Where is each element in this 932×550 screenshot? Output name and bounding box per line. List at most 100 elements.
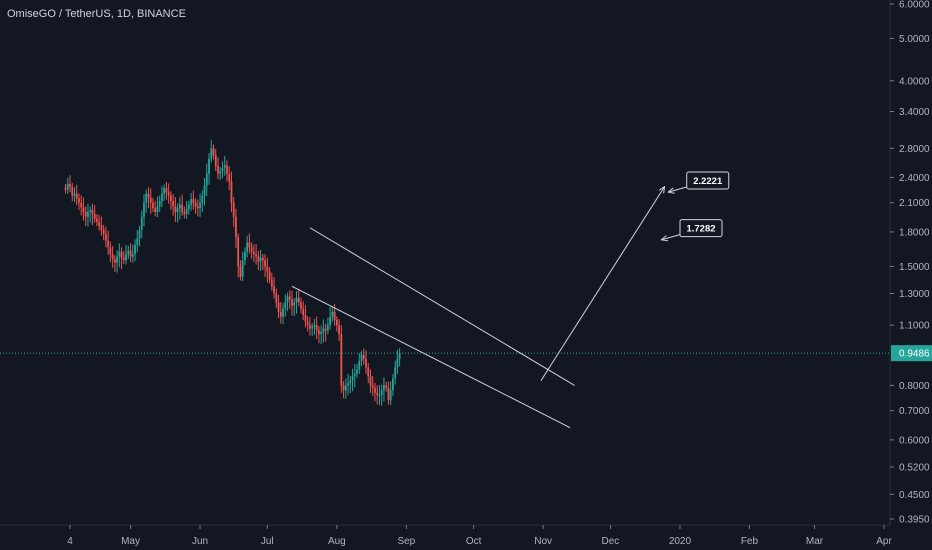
candle-body	[154, 208, 157, 212]
candle-body	[214, 155, 217, 166]
candle-body	[389, 390, 392, 401]
candle-body	[219, 171, 222, 174]
candle-body	[73, 193, 76, 196]
candle-body	[217, 165, 219, 174]
price-label-text: 2.2221	[693, 176, 723, 187]
price-tick-label: 1.5000	[899, 262, 930, 273]
candle-body	[322, 328, 325, 333]
time-tick-label: Oct	[466, 536, 482, 547]
price-tick-label: 4.0000	[899, 76, 930, 87]
candle-body	[223, 165, 226, 169]
candle-body	[279, 311, 282, 317]
candle-body	[125, 254, 127, 261]
candle-body	[378, 395, 381, 397]
candle-body	[293, 302, 296, 306]
candle-body	[64, 187, 67, 190]
time-tick-label: Mar	[806, 536, 824, 547]
candle-body	[248, 242, 251, 248]
candle-body	[392, 378, 394, 391]
candle-body	[107, 240, 110, 248]
candle-body	[387, 387, 390, 401]
candle-body	[91, 210, 94, 214]
candle-body	[235, 216, 237, 238]
price-tick-label: 0.3950	[899, 515, 930, 526]
candle-body	[113, 258, 116, 263]
candle-body	[261, 257, 264, 261]
candle-body	[230, 181, 233, 203]
time-tick-label: Apr	[876, 536, 892, 547]
trendline-channel-upper[interactable]	[309, 227, 575, 386]
candle-body	[315, 325, 318, 331]
candle-body	[136, 238, 139, 245]
drawings: 2.2221 1.7282	[291, 171, 730, 429]
candle-body	[329, 316, 332, 326]
candle-body	[284, 302, 287, 309]
candle-body	[69, 183, 71, 188]
candle-body	[300, 302, 302, 309]
candle-body	[264, 260, 266, 267]
candle-body	[356, 369, 358, 374]
candle-body	[385, 385, 388, 388]
candle-body	[398, 353, 401, 359]
time-tick-label: Nov	[534, 536, 552, 547]
price-tick-label: 0.8000	[899, 381, 930, 392]
candle-body	[212, 148, 215, 156]
candle-body	[221, 168, 224, 172]
candle-body	[374, 387, 376, 393]
candle-body	[349, 380, 352, 384]
candle-body	[275, 293, 278, 303]
price-tick-label: 1.8000	[899, 227, 930, 238]
projection-arrow[interactable]	[540, 187, 664, 382]
price-tick-label: 0.7000	[899, 406, 930, 417]
candle-body	[87, 211, 89, 217]
candle-body	[239, 266, 242, 277]
candle-body	[288, 296, 291, 300]
candle-body	[241, 260, 244, 277]
candle-body	[156, 206, 159, 212]
price-label-box[interactable]	[686, 171, 730, 190]
time-tick-label: Jun	[192, 536, 208, 547]
candle-body	[109, 247, 112, 255]
candle-body	[333, 311, 336, 321]
candle-body	[143, 202, 145, 217]
candle-body	[237, 237, 240, 267]
candle-body	[205, 173, 208, 186]
time-tick-label: 4	[67, 536, 73, 547]
price-tick-label: 0.5200	[899, 462, 930, 473]
candle-body	[201, 195, 204, 203]
candle-body	[268, 271, 271, 280]
candle-body	[66, 183, 69, 190]
candle-body	[282, 308, 284, 317]
price-label-box[interactable]	[679, 219, 723, 238]
last-price-label: 0.9486	[899, 349, 930, 360]
candle-body	[259, 257, 262, 262]
price-tick-label: 1.3000	[899, 289, 930, 300]
time-tick-label: Dec	[602, 536, 620, 547]
candle-body	[134, 244, 136, 255]
candle-body	[167, 192, 170, 196]
candle-body	[102, 229, 105, 235]
candle-body	[147, 193, 150, 198]
trendline-channel-lower[interactable]	[291, 285, 571, 429]
candle-body	[250, 247, 253, 252]
axis-lines	[0, 0, 891, 526]
candle-body	[138, 229, 141, 239]
candle-body	[273, 286, 275, 294]
candle-body	[190, 199, 192, 205]
price-tick-label: 1.1000	[899, 321, 930, 332]
price-label-pointer	[669, 186, 687, 192]
candle-body	[306, 321, 309, 326]
price-axis[interactable]: 6.0000 5.0000 4.0000 3.4000 2.8000 2.4000 2.10…	[890, 0, 932, 526]
candle-body	[178, 204, 181, 209]
candle-body	[183, 211, 186, 214]
candle-body	[93, 213, 96, 219]
candle-body	[351, 376, 354, 381]
time-axis[interactable]: 4 May Jun Jul Aug Sep Oct Nov Dec 2020 Feb Mar Apr	[67, 525, 892, 547]
candle-body	[185, 209, 188, 214]
candle-body	[344, 385, 347, 391]
candle-body	[371, 385, 374, 388]
time-tick-label: Jul	[261, 536, 274, 547]
candle-body	[176, 208, 179, 212]
